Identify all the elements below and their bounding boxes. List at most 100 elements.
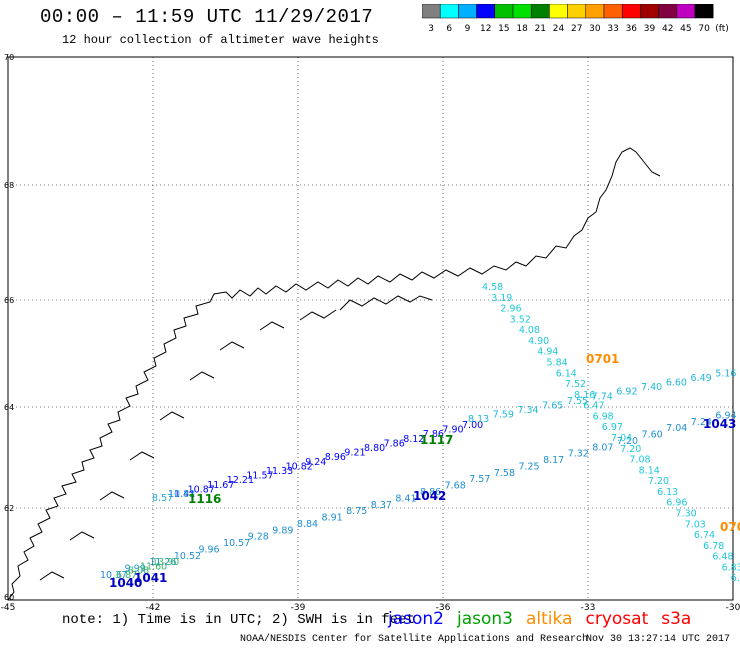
wave-height-label: 7.86 <box>423 429 444 440</box>
colorbar-tick-label: 42 <box>662 24 673 34</box>
wave-height-label: 10.82 <box>286 461 313 472</box>
wave-height-label: 6.98 <box>593 411 614 422</box>
track-time-tag: 1117 <box>420 433 453 447</box>
wave-height-label: 7.20 <box>648 476 669 487</box>
wave-height-label: 4.90 <box>528 336 549 347</box>
wave-height-label: 7.59 <box>493 409 514 420</box>
map-title: 00:00 – 11:59 UTC 11/29/2017 <box>40 6 374 28</box>
wave-height-label: 10.57 <box>223 538 250 549</box>
track-time-tag: 1043 <box>703 417 736 431</box>
wave-height-label: 8.13 <box>468 414 489 425</box>
wave-height-label: 7.60 <box>642 430 663 441</box>
wave-height-label: 3.52 <box>510 314 531 325</box>
wave-height-label: 7.25 <box>518 461 539 472</box>
wave-height-label: 7.03 <box>685 519 706 530</box>
colorbar-tick-label: 24 <box>553 24 565 34</box>
wave-height-label: 10.83 <box>168 489 195 500</box>
wave-height-label: 8.84 <box>297 519 318 530</box>
wave-height-label: 7.90 <box>442 425 463 436</box>
track-time-tag: 070 <box>720 520 740 534</box>
wave-height-label: 6.1 <box>731 573 740 584</box>
wave-height-label: 8.12 <box>403 434 424 445</box>
wave-height-label: 7.00 <box>462 420 483 431</box>
track-time-tag: 1041 <box>134 571 167 585</box>
wave-height-label: 6.74 <box>694 530 715 541</box>
wave-height-label: 12.21 <box>227 475 254 486</box>
latitude-label: 70 <box>4 53 14 62</box>
corner-latitude-label: 60 <box>4 593 14 602</box>
latitude-labels: 70 68 66 64 62 60 <box>4 53 14 602</box>
wave-height-label: 8.86 <box>420 487 441 498</box>
wave-height-label: 6.47 <box>583 401 604 412</box>
wave-height-label: 4.08 <box>519 325 540 336</box>
latitude-label: 62 <box>4 504 14 513</box>
map-grid <box>7 56 734 601</box>
coastline-fjords <box>39 295 433 581</box>
track-time-tag: 1116 <box>188 492 221 506</box>
wave-height-label: 7.04 <box>666 423 687 434</box>
longitude-label: -42 <box>146 603 161 613</box>
wave-height-label: 6.14 <box>556 368 577 379</box>
wave-height-label: 7.04 <box>611 433 632 444</box>
wave-height-label: 8.91 <box>322 513 343 524</box>
wave-height-label: 7.86 <box>384 438 405 449</box>
colorbar-tick-label: 36 <box>626 24 638 34</box>
wave-height-label: 7.08 <box>629 455 650 466</box>
colorbar-tick-label: 33 <box>607 24 618 34</box>
wave-height-label: 9.99 <box>125 564 146 575</box>
wave-height-label: 7.32 <box>568 449 589 460</box>
wave-height-label: 8.57 <box>152 493 173 504</box>
wave-height-label: 7.68 <box>445 481 466 492</box>
wave-height-label: 8.75 <box>346 506 367 517</box>
wave-height-label: 8.08 <box>128 566 149 577</box>
longitude-label: -39 <box>291 603 306 613</box>
wave-height-label: 7.34 <box>517 405 538 416</box>
greenland-coastline <box>7 147 661 601</box>
wave-height-label: 6.96 <box>666 498 687 509</box>
footer-note: note: 1) Time is in UTC; 2) SWH is in fe… <box>62 612 415 628</box>
wave-height-label: 11.60 <box>140 561 167 572</box>
wave-height-label: 2.96 <box>500 304 521 315</box>
wave-height-label: 13.90 <box>152 557 179 568</box>
satellite-legend-item: altika <box>526 609 573 629</box>
wave-height-label: 11.26 <box>149 557 176 568</box>
longitude-labels: -45 -42 -39 -36 -33 -30 <box>1 603 740 613</box>
wave-height-label: 6.60 <box>666 378 687 389</box>
latitude-label: 64 <box>4 403 14 412</box>
wave-height-label: 9.21 <box>344 448 365 459</box>
wave-height-label: 6.78 <box>703 541 724 552</box>
colorbar-tick-label: 18 <box>516 24 528 34</box>
latitude-label: 66 <box>4 296 14 305</box>
wave-height-label: 6.87 <box>116 570 137 581</box>
colorbar-tick-label: 70 <box>698 24 710 34</box>
satellite-legend: jason2 jason3 altika cryosat s3a <box>388 609 704 629</box>
colorbar-tick-label: 27 <box>571 24 582 34</box>
wave-height-label: 3.19 <box>491 293 512 304</box>
wave-height-label: 8.80 <box>364 443 385 454</box>
wave-height-label: 9.28 <box>248 532 269 543</box>
satellite-legend-item: cryosat <box>585 609 649 629</box>
wave-height-label: 7.65 <box>542 400 563 411</box>
footer-credit: NOAA/NESDIS Center for Satellite Applica… <box>240 634 589 645</box>
track-time-tag: 1042 <box>413 489 446 503</box>
colorbar-tick-label: 12 <box>480 24 491 34</box>
wave-height-label: 7.30 <box>676 509 697 520</box>
satellite-legend-item: s3a <box>661 609 692 629</box>
wave-height-label: 7.24 <box>691 417 712 428</box>
wave-height-label: 7.74 <box>592 391 613 402</box>
wave-height-label: 9.24 <box>305 457 326 468</box>
wave-height-label: 7.55 <box>567 396 588 407</box>
colorbar-tick-label: 39 <box>644 24 656 34</box>
wave-height-label: 6.94 <box>715 410 736 421</box>
colorbar-tick-label: 6 <box>446 24 452 34</box>
wave-height-label: 6.97 <box>602 422 623 433</box>
map-frame <box>7 56 734 601</box>
footer-timestamp: Nov 30 13:27:14 UTC 2017 <box>585 634 730 645</box>
map-subtitle: 12 hour collection of altimeter wave hei… <box>62 33 379 47</box>
track-time-tag: 1040 <box>109 576 142 590</box>
wave-height-label: 5.16 <box>715 369 736 380</box>
wave-height-label: 7.52 <box>565 379 586 390</box>
wave-height-label: 6.48 <box>712 552 733 563</box>
wave-height-label: 6.92 <box>616 387 637 398</box>
